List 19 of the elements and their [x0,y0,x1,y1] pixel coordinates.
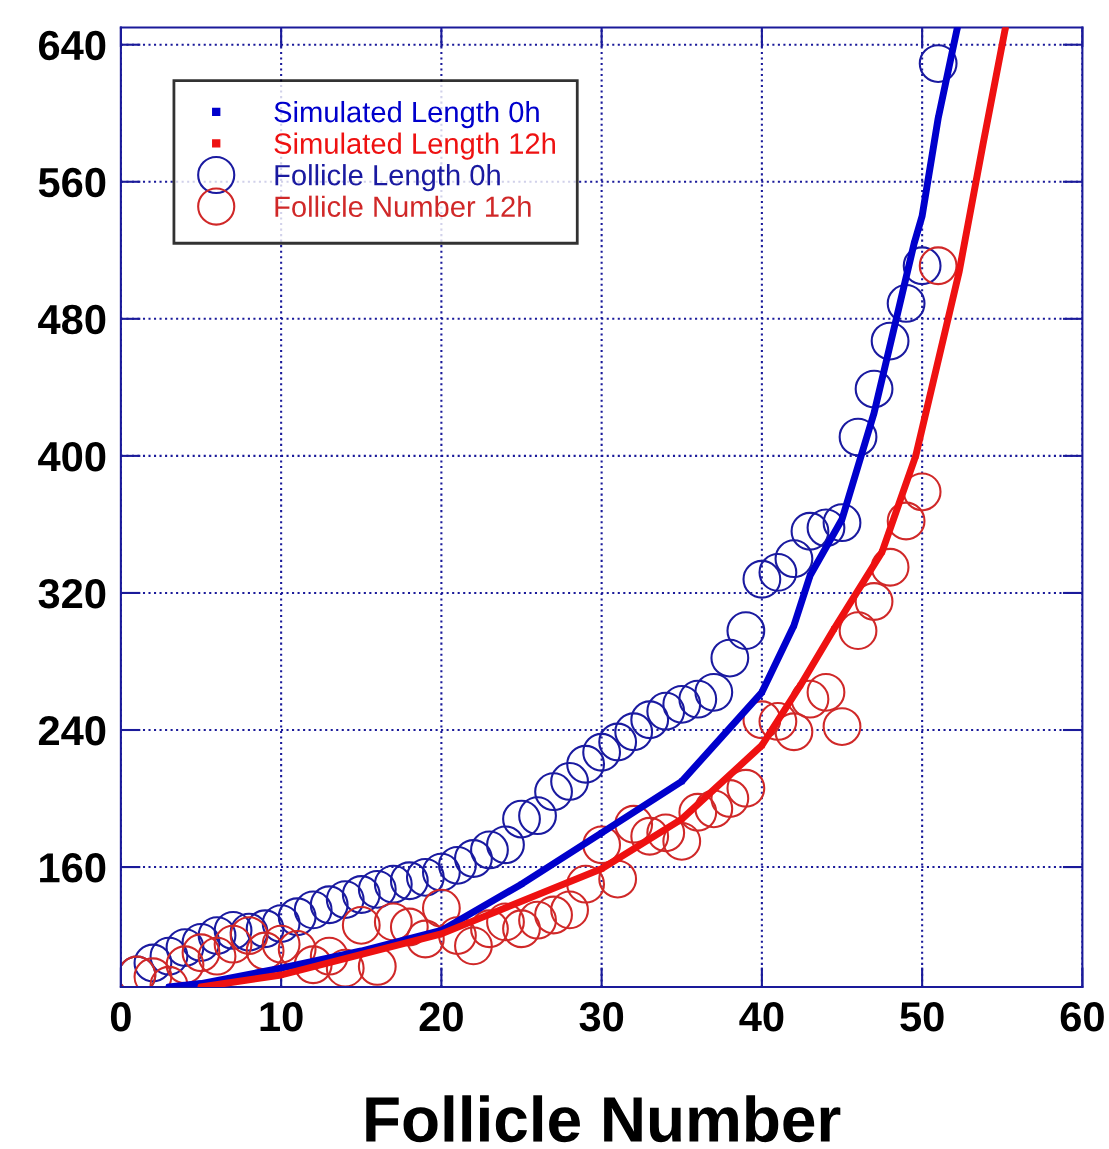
y-tick-label: 480 [38,304,106,335]
x-tick-label: 60 [1060,1001,1104,1032]
x-axis-title: Follicle Number [366,1095,841,1143]
y-tick-label: 240 [38,716,106,746]
legend-label: Follicle Number 12h [275,195,531,218]
x-tick-label: 20 [419,1001,463,1032]
x-tick-label: 50 [900,1001,944,1032]
x-tick-label: 0 [110,1001,131,1032]
y-tick-label: 560 [38,167,106,198]
legend-label: Simulated Length 12h [274,132,555,160]
legend-label: Follicle Length 0h [275,164,500,192]
y-tick-label: 640 [39,30,106,61]
x-tick-label: 30 [579,1001,624,1032]
y-tick-label: 320 [38,578,106,609]
legend-label: Simulated Length 0h [274,100,539,129]
y-tick-label: 400 [38,441,106,472]
y-tick-label: 160 [40,853,106,883]
x-tick-label: 40 [739,1001,784,1032]
x-tick-label: 10 [260,1001,303,1032]
